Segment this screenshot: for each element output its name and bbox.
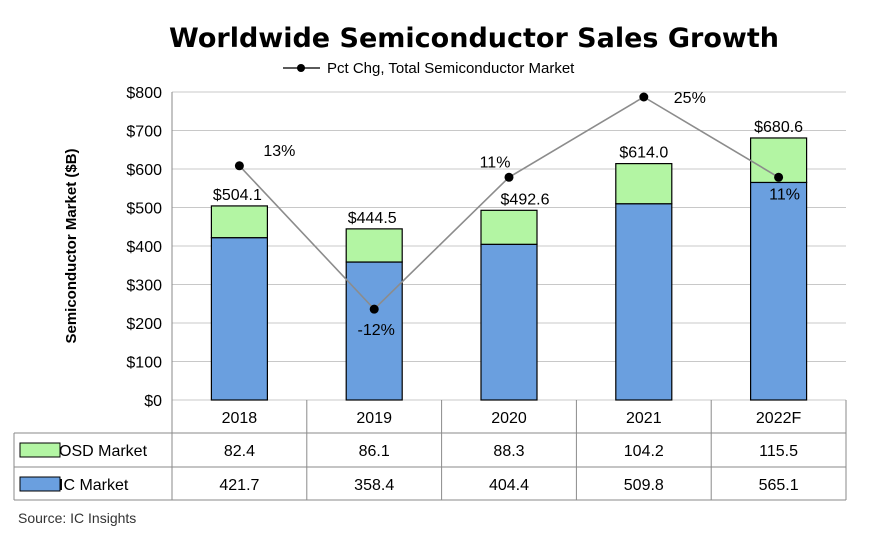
table-cell: 115.5 — [759, 443, 798, 460]
bar-ic-market — [345, 261, 403, 401]
bar-ic-market — [615, 203, 673, 401]
bar-osd-market — [345, 228, 403, 263]
bar-osd-market — [480, 209, 538, 245]
total-labels: $504.1 $444.5 $492.6 $614.0 $680.6 — [213, 119, 803, 227]
legend-dot-marker — [297, 64, 305, 72]
y-axis-ticks: $0 $100 $200 $300 $400 $500 $600 $700 $800 — [126, 85, 162, 410]
pct-change-label: 13% — [263, 143, 295, 160]
pct-change-line: 13% -12% 11% 25% 11% — [234, 90, 800, 339]
y-axis-label: Semiconductor Market ($B) — [63, 148, 80, 343]
x-category-label: 2021 — [626, 410, 662, 427]
y-tick-label: $800 — [126, 85, 162, 102]
bar-ic-market — [749, 181, 808, 401]
y-tick-label: $300 — [126, 278, 162, 295]
table-cell: 358.4 — [354, 477, 394, 494]
table-cell: 82.4 — [224, 443, 255, 460]
x-category-label: 2022F — [756, 410, 802, 427]
y-tick-label: $200 — [126, 316, 162, 333]
table-cell: 86.1 — [359, 443, 390, 460]
total-value-label: $444.5 — [348, 210, 397, 227]
table-cell: 421.7 — [219, 477, 259, 494]
chart-title: Worldwide Semiconductor Sales Growth — [169, 23, 779, 54]
y-tick-label: $0 — [144, 393, 162, 410]
table-legend-swatch — [19, 442, 61, 458]
bar-ic-market — [210, 237, 268, 401]
table-legend-swatch — [19, 476, 61, 492]
bars — [210, 137, 808, 401]
pct-change-label: 25% — [674, 90, 706, 107]
pct-change-label: 11% — [480, 154, 511, 171]
table-cell: 404.4 — [489, 477, 529, 494]
table-cell: 104.2 — [624, 443, 664, 460]
pct-change-point — [639, 92, 649, 102]
pct-change-point — [774, 172, 784, 182]
pct-change-point — [504, 172, 514, 182]
y-tick-label: $700 — [126, 124, 162, 141]
x-category-label: 2019 — [356, 410, 392, 427]
total-value-label: $492.6 — [501, 191, 550, 208]
data-table: 2018 2019 2020 2021 2022F OSD Market 82.4 86.1 8… — [13, 400, 847, 501]
legend-label: Pct Chg, Total Semiconductor Market — [327, 60, 575, 77]
pct-change-label: 11% — [769, 186, 800, 203]
x-category-label: 2018 — [222, 410, 258, 427]
y-tick-label: $600 — [126, 162, 162, 179]
bar-osd-market — [210, 205, 268, 239]
legend: Pct Chg, Total Semiconductor Market — [283, 60, 575, 77]
y-tick-label: $500 — [126, 201, 162, 218]
pct-change-point — [369, 304, 379, 314]
y-tick-label: $400 — [126, 239, 162, 256]
table-row-label: IC Market — [59, 477, 129, 494]
y-tick-label: $100 — [126, 355, 162, 372]
table-cell: 88.3 — [493, 443, 524, 460]
source-note: Source: IC Insights — [18, 510, 136, 526]
table-cell: 509.8 — [624, 477, 664, 494]
total-value-label: $680.6 — [754, 119, 803, 136]
pct-change-point — [234, 161, 244, 171]
bar-osd-market — [615, 163, 673, 205]
total-value-label: $614.0 — [619, 145, 668, 162]
table-row-label: OSD Market — [59, 443, 148, 460]
pct-change-label: -12% — [358, 322, 395, 339]
x-category-label: 2020 — [491, 410, 527, 427]
table-cell: 565.1 — [759, 477, 799, 494]
bar-ic-market — [480, 243, 538, 401]
total-value-label: $504.1 — [213, 187, 262, 204]
